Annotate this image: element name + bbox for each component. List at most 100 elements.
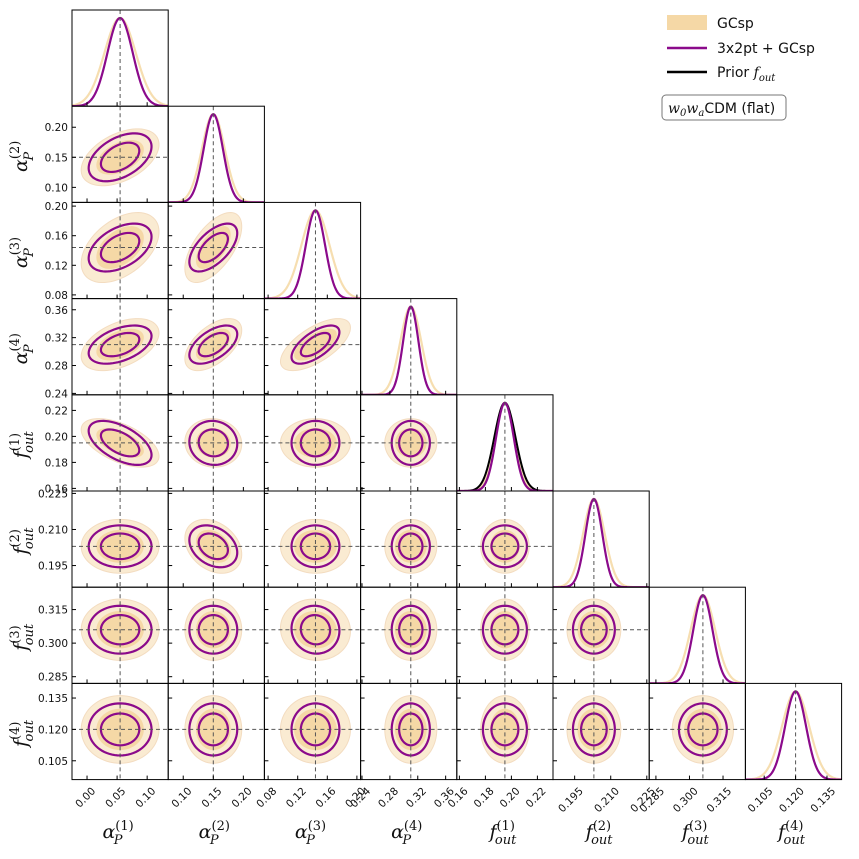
x-axis-label: f(4) out [776, 819, 806, 848]
y-tick-label: 0.24 [45, 388, 69, 400]
panel-3-3 [360, 298, 458, 396]
combined-marginal [745, 690, 842, 780]
gcsp-contour-68 [490, 529, 520, 563]
legend-label-prior: Prior fout [717, 65, 776, 84]
combined-contour-95 [571, 702, 616, 757]
gcsp-marginal [264, 209, 361, 299]
y-tick-label: 0.210 [38, 524, 68, 536]
combined-contour-95 [290, 604, 341, 655]
x-tick-label: 0.105 [746, 785, 776, 815]
combined-contour-68 [197, 428, 230, 458]
gcsp-contour-68 [490, 708, 520, 751]
y-tick-label: 0.225 [38, 488, 68, 500]
y-tick-label: 0.15 [45, 152, 68, 164]
panel-5-0 [71, 490, 169, 588]
combined-contour-95 [390, 419, 431, 467]
combined-contour-68 [299, 428, 332, 458]
combined-contour-68 [299, 532, 332, 561]
y-tick-label: 0.16 [45, 483, 69, 495]
model-label-box [661, 94, 787, 121]
gcsp-contour-68 [96, 708, 144, 751]
x-axis-label: f(1) out [487, 819, 517, 848]
combined-marginal [168, 113, 265, 203]
y-axis-label: f(4)out [8, 719, 37, 749]
panel-6-2 [263, 586, 362, 684]
x-axis-label: α(3) P [295, 819, 326, 848]
gcsp-marginal [553, 497, 650, 588]
panel-0-0 [71, 9, 169, 107]
legend: GCsp 3x2pt + GCsp Prior fout w0waCDM (flat) [661, 15, 815, 121]
combined-contour-68 [197, 532, 230, 561]
combined-marginal [553, 497, 650, 588]
combined-contour-95 [290, 524, 341, 569]
combined-contour-95 [390, 524, 431, 569]
x-tick-label: 0.195 [556, 785, 586, 815]
gcsp-contour-68 [96, 328, 144, 361]
combined-contour-68 [579, 613, 608, 646]
combined-contour-95 [188, 524, 239, 569]
panel-frame [552, 490, 650, 588]
x-tick-label: 0.20 [230, 785, 255, 810]
panel-5-5 [552, 490, 650, 588]
panel-1-0 [71, 105, 169, 203]
combined-contour-95 [87, 604, 153, 655]
x-axis-label: f(2) out [584, 819, 614, 848]
x-axis-label: f(3) out [680, 819, 710, 848]
panel-6-6 [648, 586, 746, 684]
y-tick-label: 0.10 [45, 182, 68, 194]
gcsp-contour-68 [96, 529, 144, 563]
combined-contour-68 [398, 613, 424, 646]
y-axis-label: α(2)P [8, 141, 37, 172]
panel-5-4 [456, 490, 554, 588]
panel-6-4 [456, 586, 554, 684]
combined-contour-95 [290, 419, 341, 467]
combined-contour-95 [87, 222, 153, 273]
x-tick-label: 0.300 [671, 785, 701, 815]
axis-labels-layer: α(1) P α(2) P α(3) P α(4) P f(1) out f(2) out f(3) ou… [8, 141, 806, 848]
y-tick-label: 0.195 [38, 561, 68, 573]
combined-contour-95 [290, 324, 341, 365]
y-tick-label: 0.12 [45, 260, 68, 272]
x-tick-label: 0.32 [404, 785, 429, 810]
panel-7-1 [167, 682, 265, 781]
panel-4-4 [456, 394, 554, 492]
panel-2-2 [263, 201, 362, 300]
panel-7-0 [71, 682, 169, 781]
x-tick-label: 0.12 [284, 785, 309, 810]
x-tick-label: 0.28 [376, 785, 401, 810]
panel-4-0 [71, 394, 169, 492]
panel-7-7 [744, 682, 843, 781]
x-tick-label: 0.315 [704, 785, 734, 815]
combined-contour-95 [188, 604, 239, 655]
y-tick-label: 0.300 [38, 638, 68, 650]
panel-3-0 [71, 298, 169, 396]
combined-contour-95 [390, 604, 431, 655]
combined-contour-68 [490, 712, 520, 747]
y-tick-label: 0.285 [38, 672, 68, 684]
panel-3-1 [167, 298, 265, 396]
combined-contour-68 [197, 712, 230, 747]
gcsp-marginal [360, 305, 457, 395]
y-tick-label: 0.36 [45, 305, 69, 317]
y-axis-label: f(1)out [8, 431, 37, 461]
panel-4-1 [167, 394, 265, 492]
panel-5-2 [263, 490, 362, 588]
combined-contour-68 [398, 712, 424, 747]
gcsp-contour-68 [96, 428, 144, 458]
combined-contour-95 [481, 524, 529, 569]
gcsp-marginal [745, 690, 842, 780]
x-tick-label: 0.210 [592, 785, 622, 815]
combined-contour-68 [299, 712, 332, 747]
combined-contour-95 [87, 324, 153, 365]
combined-contour-68 [687, 712, 719, 747]
x-tick-label: 0.24 [348, 785, 373, 810]
combined-contour-68 [99, 532, 141, 561]
x-tick-label: 0.10 [133, 785, 158, 810]
y-tick-label: 0.20 [45, 201, 68, 213]
legend-swatch-gcsp [667, 15, 707, 30]
y-axis-label: f(2)out [8, 527, 37, 557]
panels-layer [71, 9, 843, 781]
combined-contour-95 [188, 419, 239, 467]
panel-3-2 [263, 298, 362, 396]
